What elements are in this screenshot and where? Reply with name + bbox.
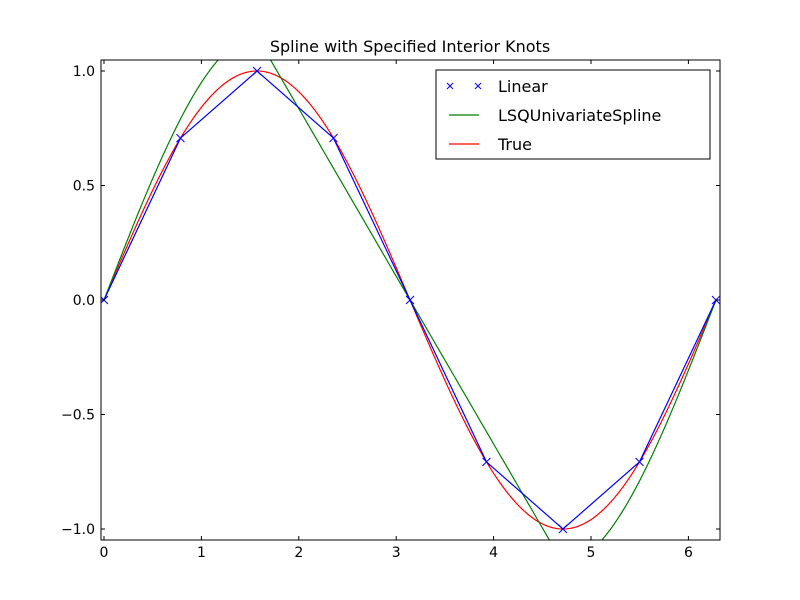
linear-x-marker-icon — [252, 66, 262, 76]
legend-label-true: True — [497, 135, 532, 154]
linear-x-marker-icon — [176, 133, 185, 143]
y-tick-label: 0.0 — [73, 293, 95, 309]
y-tick-label: 1.0 — [73, 64, 95, 80]
linear-x-marker-icon — [329, 133, 338, 143]
legend-label-spline: LSQUnivariateSpline — [498, 106, 661, 125]
y-tick-label: −1.0 — [61, 522, 95, 538]
x-tick-label: 2 — [294, 545, 303, 561]
legend: Linear LSQUnivariateSpline True — [435, 69, 711, 160]
legend-label-linear: Linear — [498, 77, 548, 96]
x-tick-label: 5 — [587, 545, 596, 561]
x-tick-label: 4 — [489, 545, 498, 561]
plot-area — [101, 60, 720, 540]
y-tick-label: 0.5 — [73, 179, 95, 195]
linear-x-marker-icon — [635, 457, 644, 467]
legend-linear-marker-icon — [446, 82, 482, 90]
linear-x-marker-icon — [405, 295, 415, 305]
legend-box — [435, 69, 711, 160]
chart-title: Spline with Specified Interior Knots — [270, 37, 550, 56]
x-tick-label: 1 — [197, 545, 206, 561]
linear-x-marker-icon — [711, 295, 720, 305]
axis-ticks: 0 1 2 3 4 5 6 −1.0 −0.5 0.0 0.5 1.0 — [61, 60, 720, 561]
linear-x-marker-icon — [558, 524, 568, 534]
x-tick-label: 3 — [392, 545, 401, 561]
x-tick-label: 6 — [684, 545, 693, 561]
y-tick-label: −0.5 — [61, 408, 95, 424]
linear-x-marker-icon — [482, 457, 491, 467]
x-tick-label: 0 — [100, 545, 109, 561]
